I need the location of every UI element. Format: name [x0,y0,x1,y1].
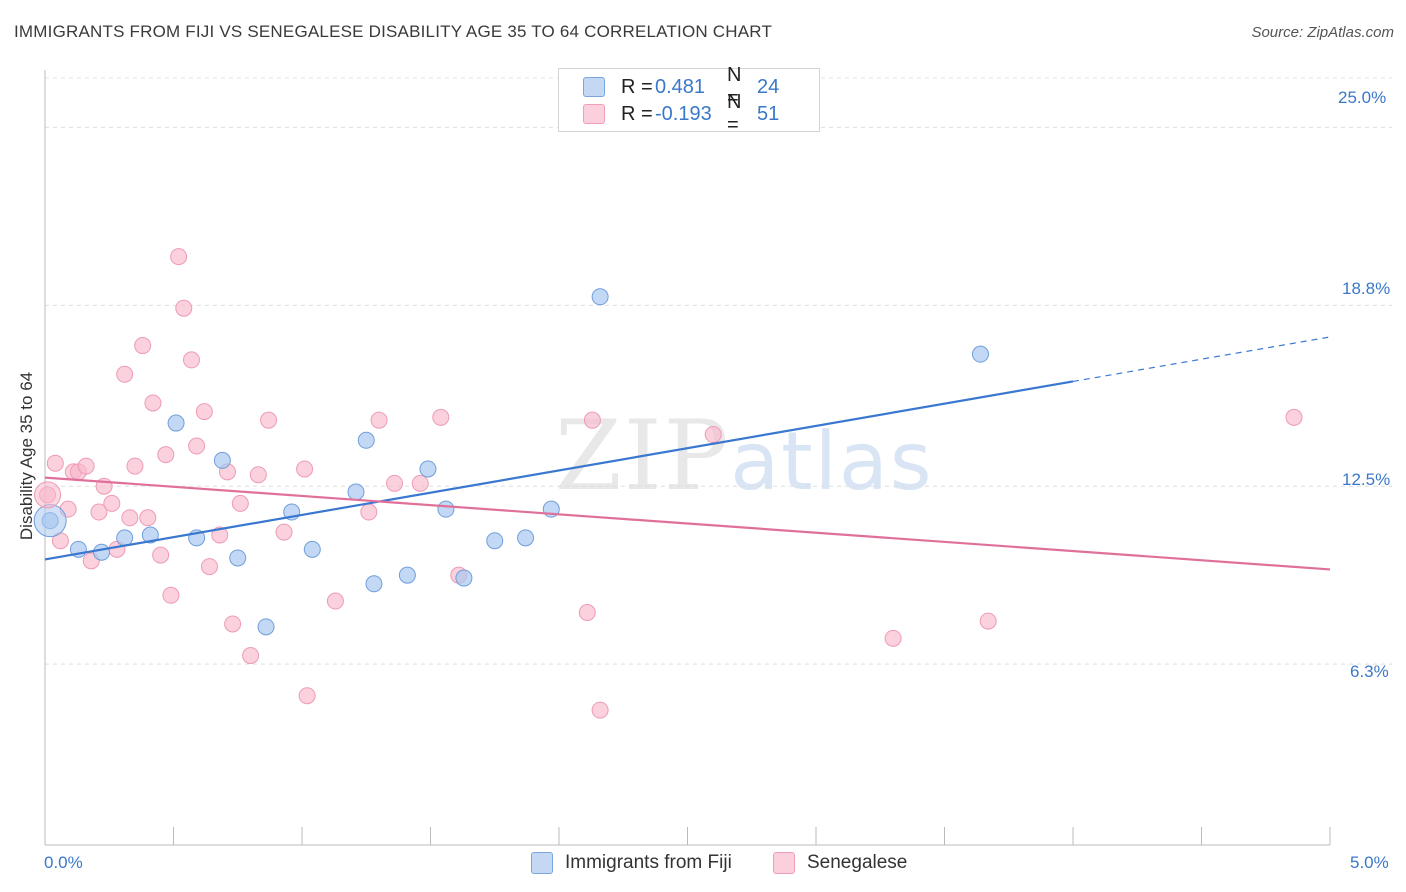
fiji-point [303,540,321,558]
y-tick-label: 18.8% [1342,279,1391,298]
legend-item-senegalese[interactable]: Senegalese [773,852,907,874]
legend-row-fiji: R = 0.481 N = 24 [583,64,780,109]
fiji-point [437,500,455,518]
x-min-label: 0.0% [44,853,83,872]
senegalese-swatch-icon [773,852,795,874]
senegalese-point [432,408,450,426]
senegalese-point [195,403,213,421]
senegalese-point [34,481,62,509]
y-tick-label: 25.0% [1338,88,1387,107]
watermark-atlas: atlas [730,415,934,508]
chart-title: IMMIGRANTS FROM FIJI VS SENEGALESE DISAB… [14,22,773,41]
senegalese-point [157,446,175,464]
senegalese-trendline [44,476,1331,571]
senegalese-point [116,365,134,383]
senegalese-point [578,604,596,621]
legend-n-value: 24 [757,75,780,98]
legend-item-label: Immigrants from Fiji [565,852,732,873]
fiji-point [347,483,365,501]
senegalese-point [298,687,316,705]
watermark: ZIPatlas [555,400,934,512]
senegalese-point [170,248,188,266]
fiji-point [33,504,67,538]
fiji-point [93,543,111,561]
senegalese-point [326,592,344,610]
correlation-legend: R = 0.481 N = 24 R = -0.193 N = 51 [558,64,820,136]
senegalese-point [370,411,388,429]
senegalese-point [411,474,429,492]
senegalese-point [591,701,609,719]
fiji-point [419,460,437,478]
senegalese-point [182,351,200,369]
senegalese-point [242,647,260,665]
senegalese-point [139,509,157,527]
x-max-label: 5.0% [1350,853,1389,872]
senegalese-point [103,494,121,512]
fiji-trendline-extension [1072,336,1331,383]
senegalese-point [152,546,170,564]
senegalese-point [884,629,902,647]
fiji-point [257,618,275,636]
legend-r-value: -0.193 [655,102,712,125]
senegalese-point [296,460,314,478]
y-axis-label: Disability Age 35 to 64 [17,371,36,541]
legend-r-label: R = [621,75,653,98]
fiji-point [455,569,473,587]
legend-item-fiji[interactable]: Immigrants from Fiji [531,852,732,874]
senegalese-point [175,299,193,317]
senegalese-point [260,411,278,429]
fiji-point [141,526,159,544]
senegalese-point [77,457,95,475]
fiji-trendline [44,380,1074,561]
senegalese-point [231,494,249,512]
senegalese-point [200,558,218,576]
fiji-point [116,529,134,547]
senegalese-point [583,411,601,429]
legend-n-value: 51 [757,102,780,125]
fiji-point [591,288,609,306]
fiji-point [357,431,375,449]
source-label: Source: ZipAtlas.com [1251,24,1394,41]
senegalese-point [979,612,997,630]
senegalese-swatch-icon [583,104,605,124]
senegalese-point [126,457,144,475]
legend-row-senegalese: R = -0.193 N = 51 [583,91,780,136]
legend-n-label: N = [727,91,742,136]
senegalese-point [121,509,139,527]
legend-r-label: R = [621,102,653,125]
series-legend: Immigrants from Fiji Senegalese [0,852,1406,878]
fiji-swatch-icon [531,852,553,874]
senegalese-point [46,454,64,472]
y-tick-label: 6.3% [1350,662,1389,681]
senegalese-point [249,466,267,484]
senegalese-point [386,474,404,492]
fiji-point [517,529,535,547]
senegalese-point [188,437,206,455]
senegalese-point [275,523,293,541]
fiji-point [167,414,185,432]
senegalese-point [162,586,180,604]
fiji-point [213,451,231,469]
legend-r-value: 0.481 [655,75,706,98]
senegalese-point [144,394,162,412]
fiji-swatch-icon [583,77,605,97]
senegalese-point [211,526,229,544]
fiji-point [398,566,416,584]
senegalese-point [360,503,378,521]
y-tick-label: 12.5% [1342,470,1391,489]
senegalese-point [704,426,722,444]
fiji-point [971,345,989,363]
legend-n-label: N = [727,64,742,109]
fiji-point [229,549,247,567]
senegalese-point [90,503,108,521]
senegalese-point [1285,408,1303,426]
fiji-point [486,532,504,550]
senegalese-point [134,337,152,355]
fiji-point [365,575,383,593]
legend-item-label: Senegalese [807,852,908,873]
senegalese-point [224,615,242,633]
